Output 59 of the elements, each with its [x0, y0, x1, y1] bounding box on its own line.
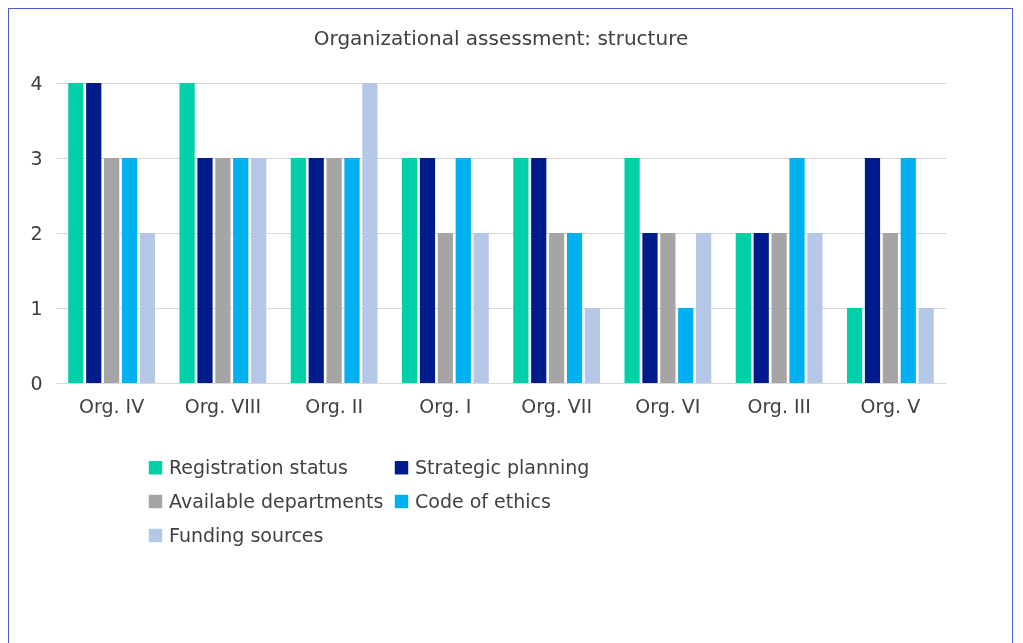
bar: [215, 158, 231, 383]
bar: [584, 308, 601, 383]
bar: [233, 158, 249, 383]
bar: [696, 233, 712, 383]
bar: [455, 158, 471, 383]
bar: [660, 233, 676, 383]
bar: [104, 158, 120, 383]
bar: [642, 233, 658, 383]
bar: [624, 158, 640, 383]
x-tick-label: Org. II: [305, 394, 364, 417]
y-tick-label: 4: [30, 71, 43, 94]
x-tick-label: Org. VI: [635, 394, 701, 417]
legend-label: Strategic planning: [415, 455, 590, 478]
bar: [753, 233, 769, 383]
chart-title: Organizational assessment: structure: [313, 26, 689, 50]
y-tick-label: 1: [30, 296, 43, 319]
bar: [326, 158, 342, 383]
x-tick-label: Org. I: [419, 394, 472, 417]
x-tick-label: Org. VIII: [184, 394, 262, 417]
bar: [678, 308, 694, 383]
bar: [308, 158, 324, 383]
bar: [179, 83, 195, 383]
legend-label: Funding sources: [169, 523, 324, 546]
bar: [846, 308, 863, 383]
bar: [807, 233, 823, 383]
legend-label: Registration status: [169, 455, 348, 478]
bar: [251, 158, 267, 383]
bar: [735, 233, 751, 383]
bar: [882, 233, 898, 383]
bar: [864, 158, 881, 383]
bar: [473, 233, 489, 383]
bar: [771, 233, 787, 383]
bar: [121, 158, 138, 383]
bar: [900, 158, 916, 383]
x-tick-label: Org. III: [747, 394, 811, 417]
bar: [68, 83, 84, 383]
y-tick-label: 0: [30, 371, 43, 394]
bar: [918, 308, 934, 383]
bar: [344, 158, 360, 383]
legend-label: Code of ethics: [415, 489, 551, 512]
bar: [401, 158, 418, 383]
x-tick-label: Org. VII: [521, 394, 593, 417]
y-tick-label: 3: [30, 146, 43, 169]
x-tick-label: Org. V: [860, 394, 921, 417]
bar: [419, 158, 436, 383]
bar: [549, 233, 565, 383]
bar: [789, 158, 805, 383]
bar: [139, 233, 156, 383]
y-tick-label: 2: [30, 221, 43, 244]
bar: [437, 233, 453, 383]
bar: [197, 158, 213, 383]
legend-label: Available departments: [169, 489, 384, 512]
bar: [531, 158, 547, 383]
bar: [86, 83, 102, 383]
bar: [513, 158, 529, 383]
bar: [290, 158, 306, 383]
x-tick-label: Org. IV: [79, 394, 145, 417]
bar: [566, 233, 583, 383]
bar: [362, 83, 378, 383]
